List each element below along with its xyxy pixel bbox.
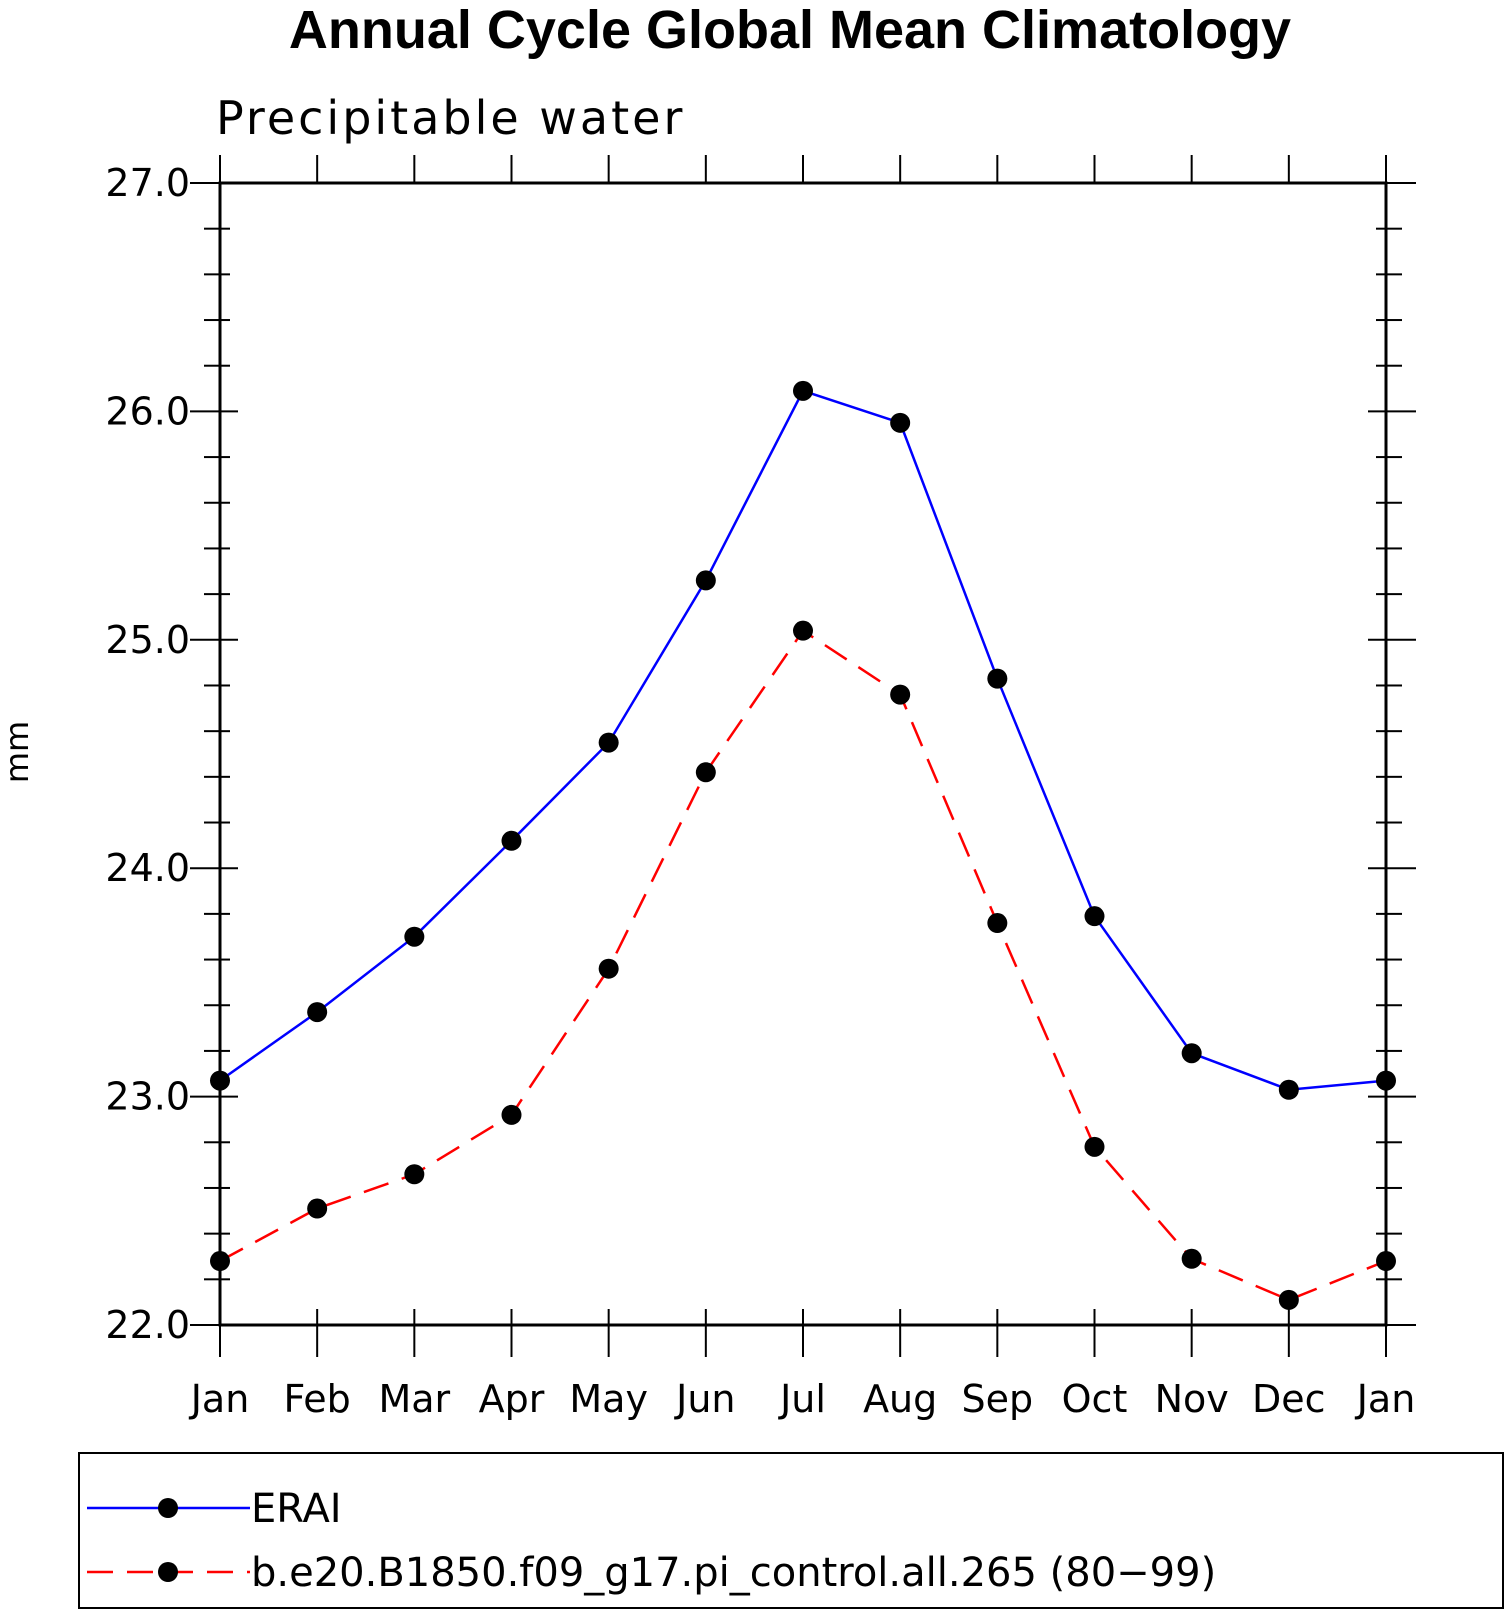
legend-marker: [158, 1562, 178, 1582]
data-point: [1181, 1248, 1202, 1269]
data-point: [598, 732, 619, 753]
legend-entries: ERAI b.e20.B1850.f09_g17.pi_control.all.2…: [87, 1486, 1216, 1596]
x-tick-label: Sep: [962, 1377, 1034, 1421]
series-0: [210, 380, 1396, 1100]
y-tick-label: 25.0: [105, 618, 190, 662]
x-tick-label: Jun: [674, 1377, 735, 1421]
data-point: [793, 380, 813, 401]
x-tick-label: Nov: [1155, 1377, 1229, 1421]
y-tick-label: 22.0: [105, 1303, 190, 1347]
data-point: [1278, 1079, 1299, 1100]
y-axis-label: mm: [0, 721, 36, 783]
x-tick-label: Apr: [479, 1377, 545, 1421]
data-point: [987, 668, 1008, 689]
y-tick-label: 24.0: [105, 846, 190, 890]
data-point: [501, 830, 522, 851]
data-point: [501, 1104, 522, 1125]
series-line: [219, 389, 1387, 1091]
x-tick-labels: Jan Feb Mar Apr May Jun Jul Aug Sep Oct Nov Dec Jan: [189, 1377, 1416, 1421]
x-tick-label: Dec: [1252, 1377, 1326, 1421]
data-point: [890, 412, 911, 433]
data-point: [404, 926, 425, 947]
data-point: [307, 1002, 328, 1023]
x-tick-label: Oct: [1062, 1377, 1128, 1421]
plot-frame: [218, 181, 1388, 1327]
x-tick-label: Mar: [378, 1377, 450, 1421]
data-point: [695, 570, 716, 591]
data-point: [695, 762, 716, 783]
data-point: [1181, 1043, 1202, 1064]
data-point: [1084, 906, 1105, 927]
x-tick-label: Aug: [863, 1377, 937, 1421]
data-series: [210, 380, 1396, 1310]
data-point: [793, 620, 813, 641]
legend-label: ERAI: [251, 1486, 342, 1532]
legend-box: [78, 1452, 1504, 1609]
data-point: [307, 1198, 328, 1219]
data-point: [1278, 1289, 1299, 1310]
x-tick-label: May: [569, 1377, 648, 1421]
x-tick-label: Feb: [284, 1377, 351, 1421]
legend: ERAI b.e20.B1850.f09_g17.pi_control.all.2…: [78, 1452, 1504, 1609]
chart-title: Annual Cycle Global Mean Climatology: [289, 0, 1291, 60]
y-tick-labels: 22.0 23.0 24.0 25.0 26.0 27.0: [105, 161, 190, 1347]
y-tick-label: 26.0: [105, 389, 190, 433]
legend-marker: [158, 1498, 178, 1518]
legend-entry-1: b.e20.B1850.f09_g17.pi_control.all.265 (…: [87, 1550, 1216, 1596]
x-tick-label: Jul: [778, 1377, 826, 1421]
y-tick-label: 23.0: [105, 1075, 190, 1119]
data-point: [987, 913, 1008, 934]
legend-label: b.e20.B1850.f09_g17.pi_control.all.265 (…: [251, 1550, 1216, 1596]
data-point: [598, 958, 619, 979]
chart-subtitle: Precipitable water: [216, 91, 685, 145]
x-tick-label: Jan: [189, 1377, 250, 1421]
series-1: [210, 620, 1396, 1310]
series-line: [219, 628, 1387, 1302]
x-tick-label: Jan: [1355, 1377, 1416, 1421]
y-tick-label: 27.0: [105, 161, 190, 205]
data-point: [404, 1164, 425, 1185]
data-point: [890, 684, 911, 705]
axis-ticks: [190, 155, 1416, 1357]
legend-entry-0: ERAI: [87, 1486, 342, 1532]
data-point: [1084, 1136, 1105, 1157]
